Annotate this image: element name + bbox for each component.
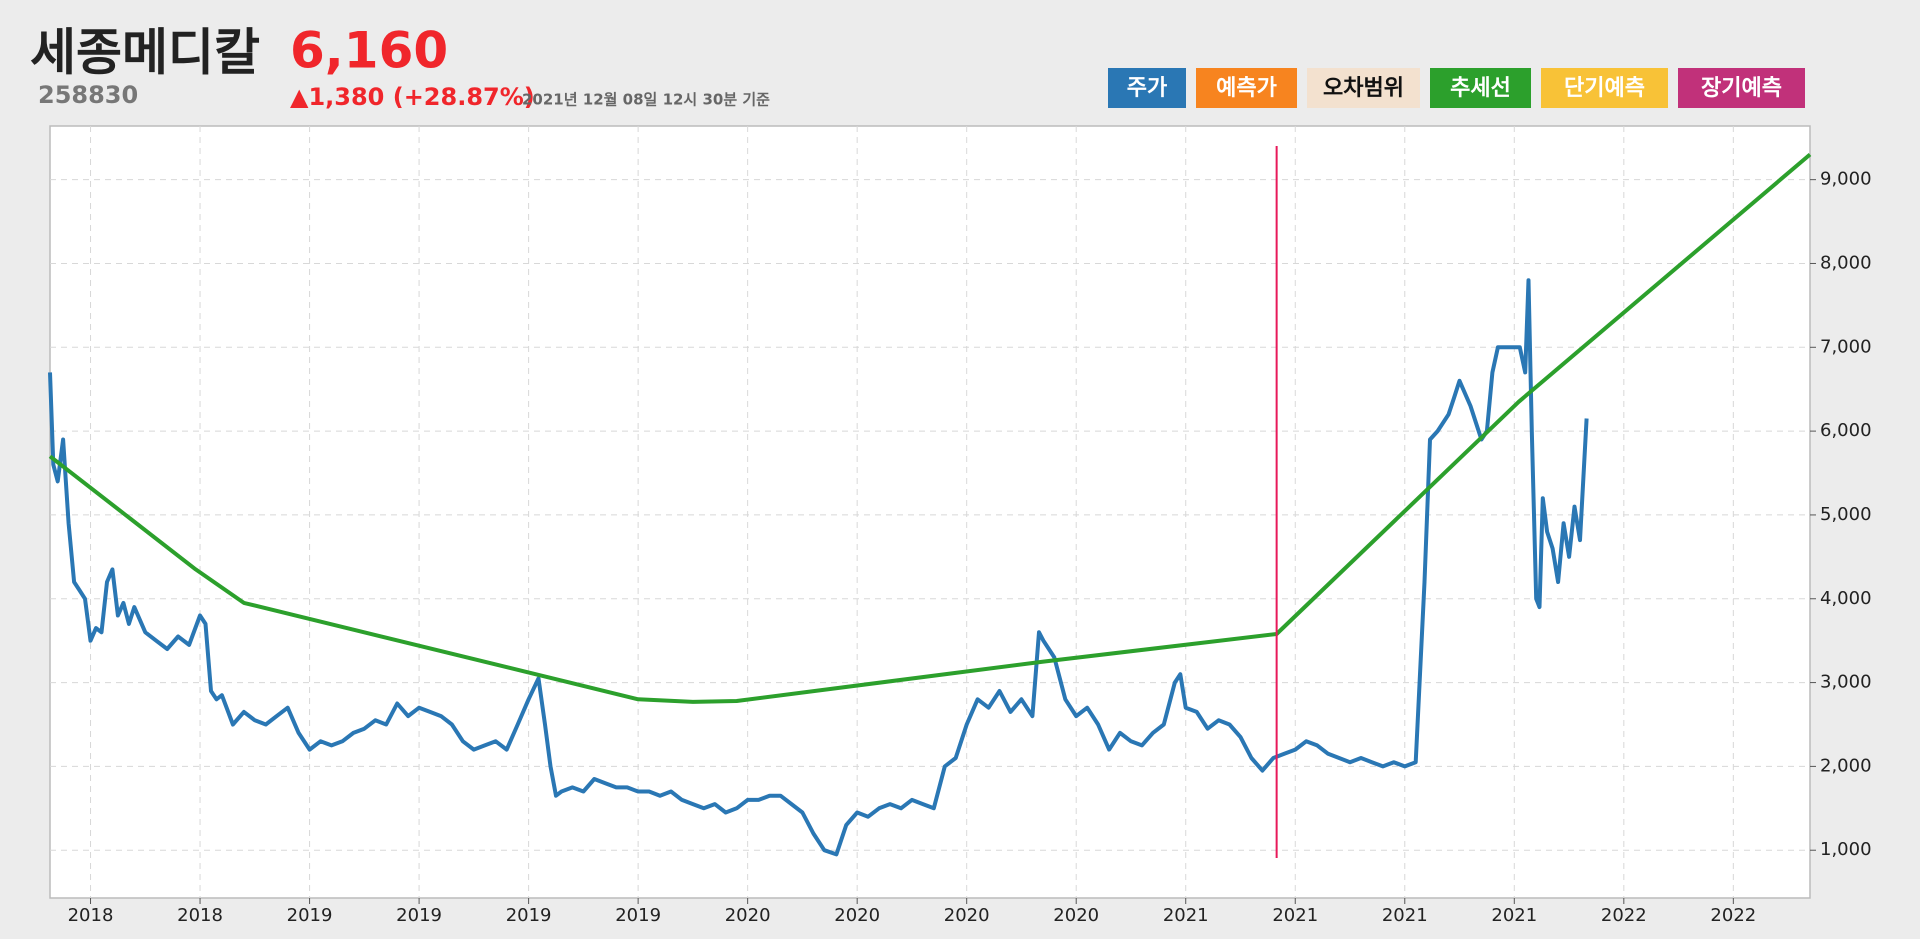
price-line (48, 152, 1812, 704)
y-tick-label: 4,000 (1820, 588, 1872, 609)
timestamp: 2021년 12월 08일 12시 30분 기준 (522, 91, 770, 109)
x-tick-label: 2020 (1053, 905, 1099, 926)
legend-label[interactable]: 주가 (1127, 76, 1167, 101)
legend-button[interactable] (1196, 68, 1297, 108)
x-tick-label: 2018 (177, 905, 223, 926)
y-tick-label: 1,000 (1820, 839, 1872, 860)
legend-label[interactable]: 예측가 (1216, 76, 1277, 101)
legend-label[interactable]: 단기예측 (1564, 76, 1645, 101)
x-tick-label: 2019 (396, 905, 442, 926)
legend-button[interactable] (1430, 68, 1531, 108)
y-tick-label: 7,000 (1820, 336, 1872, 357)
y-tick-label: 8,000 (1820, 252, 1872, 273)
y-tick-label: 3,000 (1820, 672, 1872, 693)
price-change: ▲1,380 (+28.87%) (290, 83, 535, 111)
x-tick-label: 2019 (506, 905, 552, 926)
stock-code: 258830 (38, 81, 138, 109)
y-tick-label: 5,000 (1820, 504, 1872, 525)
x-tick-label: 2021 (1272, 905, 1318, 926)
stock-name: 세종메디칼 (30, 24, 260, 82)
x-tick-label: 2022 (1710, 905, 1756, 926)
x-tick-label: 2021 (1491, 905, 1537, 926)
x-tick-label: 2021 (1382, 905, 1428, 926)
stock-price: 6,160 (290, 22, 448, 80)
y-tick-label: 6,000 (1820, 420, 1872, 441)
x-tick-label: 2018 (68, 905, 114, 926)
x-tick-label: 2020 (834, 905, 880, 926)
legend-label[interactable]: 장기예측 (1701, 76, 1782, 101)
x-tick-label: 2020 (944, 905, 990, 926)
plot-area (49, 125, 1811, 899)
x-tick-label: 2019 (615, 905, 661, 926)
y-tick-label: 2,000 (1820, 755, 1872, 776)
y-tick-label: 9,000 (1820, 169, 1872, 190)
x-tick-label: 2021 (1163, 905, 1209, 926)
x-tick-label: 2020 (725, 905, 771, 926)
x-tick-label: 2019 (287, 905, 333, 926)
legend-button[interactable] (1307, 68, 1420, 108)
legend-label[interactable]: 추세선 (1450, 76, 1511, 101)
price-line (48, 278, 1589, 857)
legend-button[interactable] (1678, 68, 1805, 108)
legend-button[interactable] (1108, 68, 1186, 108)
legend-label[interactable]: 오차범위 (1323, 76, 1404, 101)
x-tick-label: 2022 (1601, 905, 1647, 926)
legend-button[interactable] (1541, 68, 1668, 108)
